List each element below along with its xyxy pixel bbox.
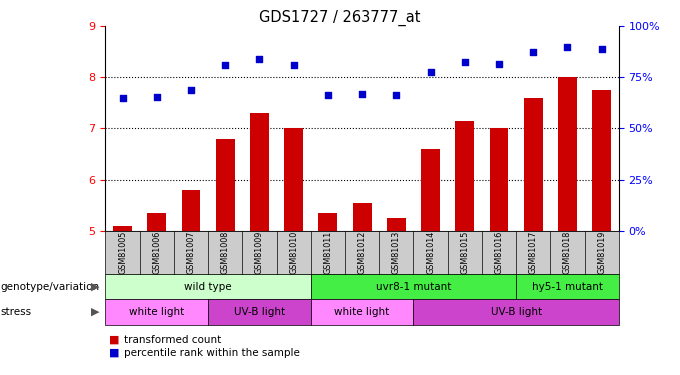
Text: ▶: ▶: [91, 307, 100, 317]
Bar: [182, 190, 201, 231]
Text: ▶: ▶: [91, 282, 100, 291]
Text: wild type: wild type: [184, 282, 232, 291]
Text: GSM81007: GSM81007: [186, 231, 195, 274]
Text: GSM81013: GSM81013: [392, 231, 401, 274]
Point: [494, 60, 505, 66]
Text: GSM81017: GSM81017: [529, 231, 538, 274]
Bar: [558, 77, 577, 231]
Text: uvr8-1 mutant: uvr8-1 mutant: [376, 282, 451, 291]
Text: white light: white light: [129, 307, 184, 317]
Bar: [318, 213, 337, 231]
Bar: [456, 121, 474, 231]
Text: GSM81014: GSM81014: [426, 231, 435, 274]
Text: GSM81015: GSM81015: [460, 231, 469, 274]
Point: [356, 91, 367, 97]
Text: UV-B light: UV-B light: [234, 307, 285, 317]
Bar: [284, 128, 303, 231]
Text: white light: white light: [335, 307, 390, 317]
Text: ■: ■: [109, 348, 123, 358]
Text: GSM81019: GSM81019: [597, 231, 606, 274]
Text: GSM81018: GSM81018: [563, 231, 572, 274]
Bar: [113, 225, 132, 231]
Text: GSM81008: GSM81008: [221, 231, 230, 274]
Bar: [524, 98, 543, 231]
Text: GDS1727 / 263777_at: GDS1727 / 263777_at: [259, 9, 421, 26]
Bar: [250, 113, 269, 231]
Text: ■: ■: [109, 335, 123, 345]
Point: [460, 59, 471, 65]
Point: [220, 62, 231, 68]
Text: GSM81009: GSM81009: [255, 231, 264, 274]
Text: percentile rank within the sample: percentile rank within the sample: [124, 348, 301, 358]
Point: [117, 95, 128, 101]
Bar: [387, 218, 406, 231]
Text: GSM81006: GSM81006: [152, 231, 161, 274]
Point: [151, 94, 163, 100]
Text: GSM81012: GSM81012: [358, 231, 367, 274]
Text: UV-B light: UV-B light: [490, 307, 542, 317]
Bar: [421, 149, 440, 231]
Text: GSM81010: GSM81010: [289, 231, 298, 274]
Bar: [148, 213, 166, 231]
Text: GSM81005: GSM81005: [118, 231, 127, 274]
Bar: [353, 202, 371, 231]
Point: [254, 57, 265, 63]
Text: GSM81011: GSM81011: [324, 231, 333, 274]
Point: [425, 69, 436, 75]
Text: transformed count: transformed count: [124, 335, 222, 345]
Bar: [490, 128, 509, 231]
Point: [322, 92, 333, 98]
Point: [391, 92, 402, 98]
Point: [596, 46, 607, 52]
Point: [288, 62, 299, 68]
Point: [186, 87, 197, 93]
Point: [562, 44, 573, 50]
Text: genotype/variation: genotype/variation: [0, 282, 99, 291]
Bar: [216, 139, 235, 231]
Text: GSM81016: GSM81016: [494, 231, 503, 274]
Text: hy5-1 mutant: hy5-1 mutant: [532, 282, 603, 291]
Point: [528, 49, 539, 55]
Bar: [592, 90, 611, 231]
Text: stress: stress: [0, 307, 31, 317]
